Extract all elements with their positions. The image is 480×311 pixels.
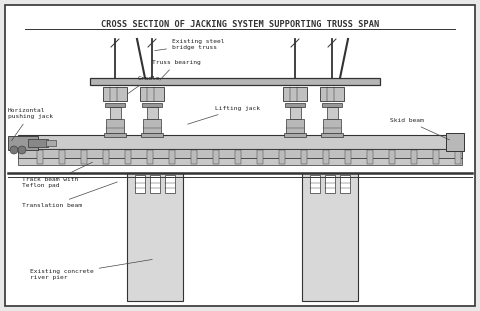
Bar (90, 78, 380, 85)
Bar (290, 107, 301, 118)
Bar (147, 150, 153, 164)
Bar (323, 150, 329, 164)
Bar (257, 150, 263, 164)
Bar (321, 133, 343, 137)
Circle shape (10, 146, 18, 154)
Bar (18, 135, 462, 149)
Bar (284, 133, 306, 137)
Bar (110, 107, 121, 118)
Text: Existing concrete
river pier: Existing concrete river pier (30, 259, 152, 280)
Bar (433, 150, 439, 164)
Bar (367, 150, 373, 164)
Text: Cradle: Cradle (128, 76, 160, 93)
Text: Lifting jack: Lifting jack (188, 106, 260, 124)
Bar (213, 150, 219, 164)
Bar (125, 150, 131, 164)
Bar (106, 118, 124, 133)
Circle shape (18, 146, 26, 154)
Bar (191, 150, 197, 164)
Text: Truss bearing: Truss bearing (152, 60, 201, 80)
Bar (446, 133, 464, 151)
Bar (135, 175, 145, 193)
Bar (105, 103, 125, 107)
Bar (389, 150, 395, 164)
Bar (302, 173, 358, 301)
Text: Skid beam: Skid beam (390, 118, 449, 140)
Bar (286, 118, 304, 133)
Bar (127, 173, 183, 301)
Bar (322, 103, 342, 107)
Bar (37, 150, 43, 164)
Bar (104, 133, 126, 137)
Bar (46, 140, 56, 146)
Bar (283, 87, 307, 101)
Bar (150, 175, 160, 193)
Bar (147, 107, 158, 118)
Bar (18, 149, 462, 158)
Bar (18, 158, 462, 165)
Bar (320, 87, 344, 101)
Bar (340, 175, 350, 193)
Bar (140, 87, 164, 101)
Bar (143, 118, 161, 133)
Bar (235, 150, 241, 164)
Bar (28, 139, 48, 147)
Text: Existing steel
bridge truss: Existing steel bridge truss (155, 39, 225, 51)
Text: Translation beam: Translation beam (22, 182, 118, 208)
Bar (327, 107, 338, 118)
Bar (455, 150, 461, 164)
Bar (103, 150, 109, 164)
Bar (165, 175, 175, 193)
Bar (59, 150, 65, 164)
Bar (323, 118, 341, 133)
Bar (325, 175, 335, 193)
Bar (142, 103, 162, 107)
Bar (279, 150, 285, 164)
Bar (103, 87, 127, 101)
Text: Track beam with
Teflon pad: Track beam with Teflon pad (22, 162, 93, 188)
Bar (8, 136, 38, 150)
Bar (81, 150, 87, 164)
Bar (301, 150, 307, 164)
Bar (411, 150, 417, 164)
Bar (310, 175, 320, 193)
Bar (169, 150, 175, 164)
Bar (285, 103, 305, 107)
Bar (141, 133, 163, 137)
Text: Horizontal
pushing jack: Horizontal pushing jack (8, 108, 53, 141)
Text: CROSS SECTION OF JACKING SYSTEM SUPPORTING TRUSS SPAN: CROSS SECTION OF JACKING SYSTEM SUPPORTI… (101, 20, 379, 29)
Bar (345, 150, 351, 164)
